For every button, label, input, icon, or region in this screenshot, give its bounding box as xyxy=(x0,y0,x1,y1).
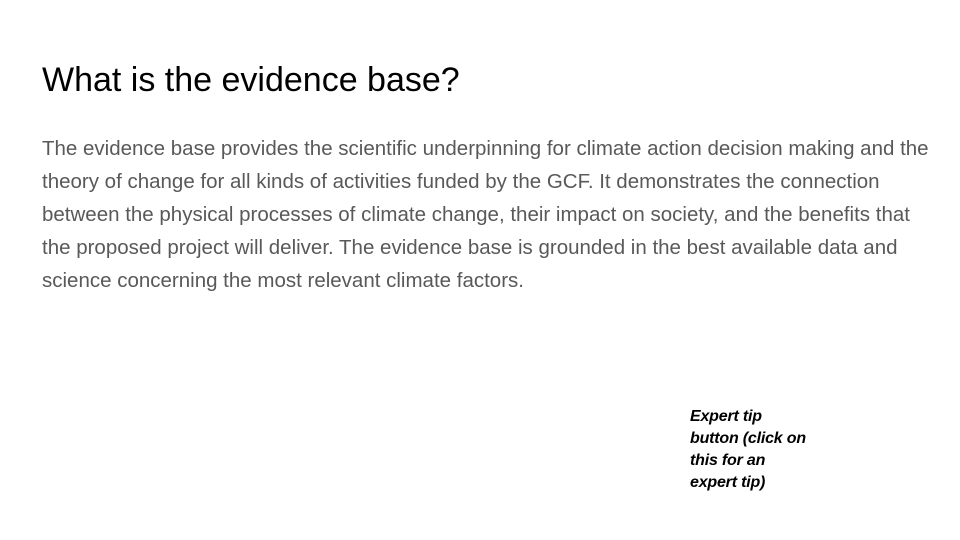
slide-title: What is the evidence base? xyxy=(42,61,460,99)
expert-tip-button[interactable]: Expert tip button (click on this for an … xyxy=(690,406,850,494)
slide-body-text: The evidence base provides the scientifi… xyxy=(42,137,929,292)
